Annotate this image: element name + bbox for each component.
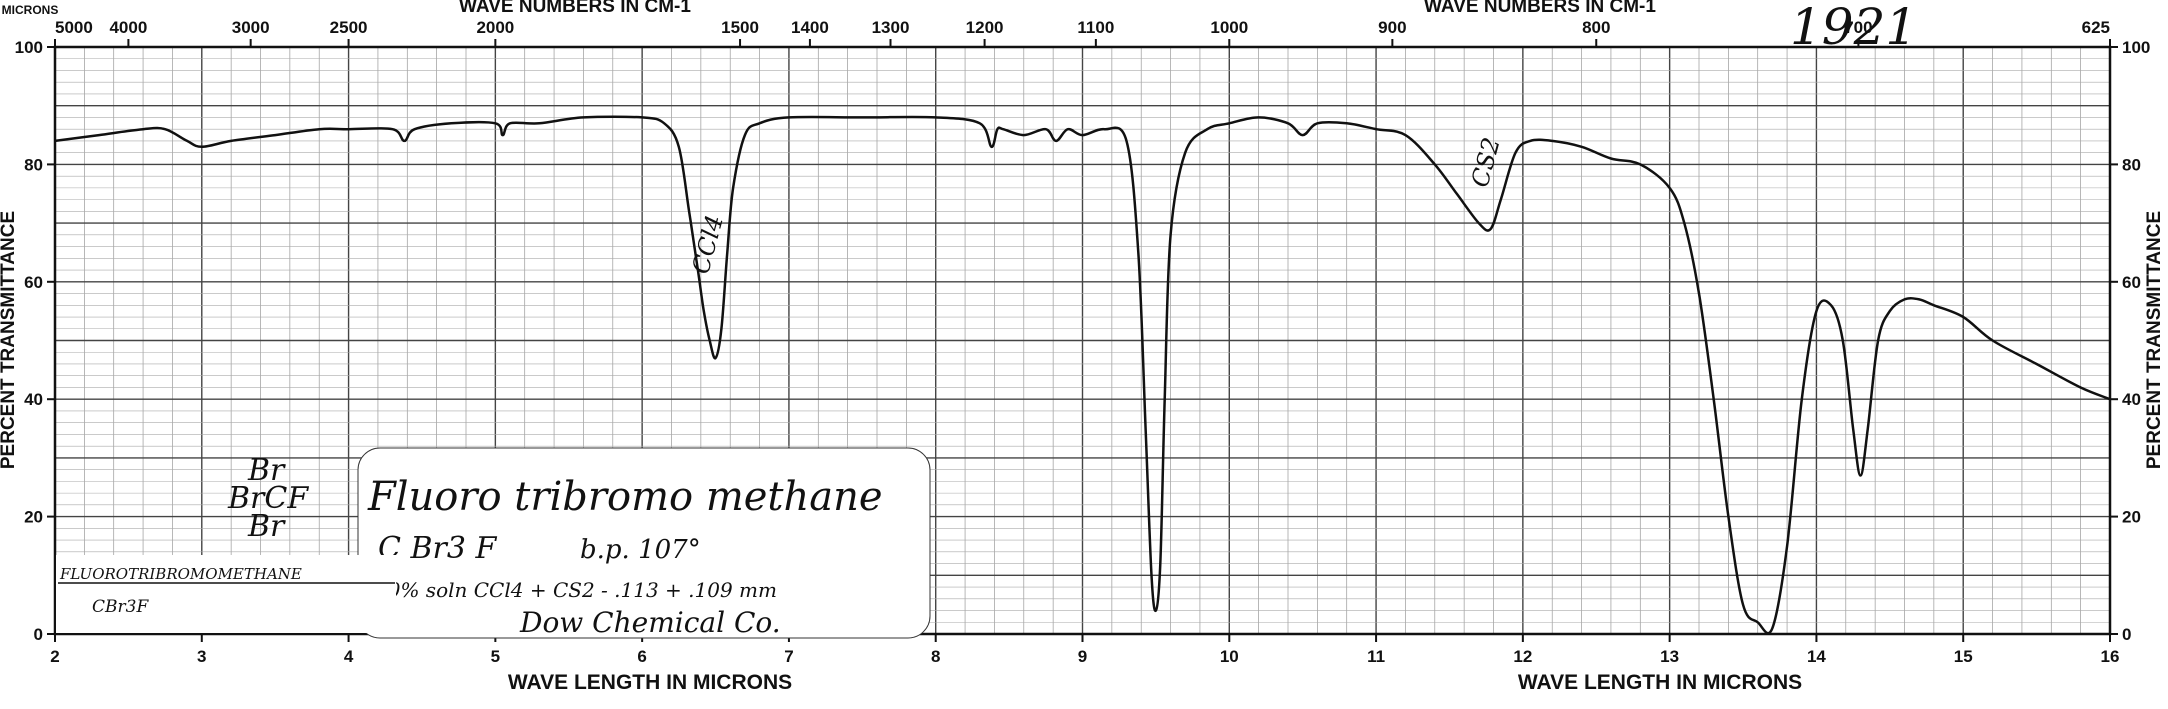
y-tick-label-left: 0 — [34, 625, 43, 644]
top-corner-label: MICRONS — [2, 3, 59, 17]
top-tick-label: 1200 — [966, 18, 1004, 37]
x-tick-label: 7 — [784, 647, 793, 666]
y-axis-title-left: PERCENT TRANSMITTANCE — [0, 211, 19, 469]
note-line-2a: C Br3 F — [378, 531, 498, 566]
x-axis-title-left: WAVE LENGTH IN MICRONS — [508, 671, 792, 694]
x-axis-title-right: WAVE LENGTH IN MICRONS — [1518, 671, 1802, 694]
y-tick-label-right: 60 — [2122, 273, 2141, 292]
top-axis-title-right: WAVE NUMBERS IN CM-1 — [1424, 0, 1656, 17]
structure-top: Br — [247, 453, 286, 488]
y-tick-label-right: 100 — [2122, 38, 2150, 57]
structure-bottom: Br — [247, 509, 286, 544]
note-line-1: Fluoro tribromo methane — [367, 474, 883, 520]
top-tick-label: 625 — [2082, 18, 2110, 37]
top-tick-label: 1300 — [872, 18, 910, 37]
note-card — [357, 447, 931, 639]
top-tick-label: 1100 — [1077, 18, 1114, 37]
x-tick-label: 11 — [1367, 647, 1385, 666]
top-tick-label: 5000 — [55, 18, 93, 37]
y-tick-label-left: 40 — [24, 390, 43, 409]
x-tick-label: 8 — [931, 647, 940, 666]
y-tick-label-right: 40 — [2122, 390, 2141, 409]
x-tick-label: 16 — [2101, 647, 2120, 666]
x-tick-label: 2 — [50, 647, 59, 666]
corner-label-line-2: CBr3F — [92, 597, 149, 617]
y-tick-label-left: 80 — [24, 155, 43, 174]
corner-label-line-1: FLUOROTRIBROMOMETHANE — [59, 565, 302, 583]
top-tick-label: 700 — [1844, 18, 1872, 37]
x-tick-label: 15 — [1954, 647, 1973, 666]
top-tick-label: 1500 — [721, 18, 759, 37]
catalog-number: 1921 — [1790, 0, 1917, 56]
top-tick-label: 800 — [1582, 18, 1610, 37]
note-line-2b: b.p. 107° — [580, 535, 701, 565]
top-tick-label: 900 — [1378, 18, 1406, 37]
top-tick-label: 4000 — [109, 18, 147, 37]
top-tick-label: 1000 — [1210, 18, 1248, 37]
corner-label-box — [56, 555, 396, 633]
y-tick-label-left: 60 — [24, 273, 43, 292]
y-tick-label-right: 80 — [2122, 155, 2141, 174]
top-tick-label: 3000 — [232, 18, 270, 37]
y-tick-label-right: 0 — [2122, 625, 2131, 644]
x-tick-label: 13 — [1660, 647, 1679, 666]
x-tick-label: 5 — [491, 647, 500, 666]
top-tick-label: 1400 — [791, 18, 829, 37]
y-tick-label-left: 20 — [24, 508, 43, 527]
top-tick-label: 2500 — [330, 18, 368, 37]
x-tick-label: 14 — [1807, 647, 1826, 666]
y-tick-label-right: 20 — [2122, 508, 2141, 527]
x-tick-label: 4 — [344, 647, 354, 666]
spectrum-series-line — [54, 115, 2111, 635]
x-tick-label: 10 — [1220, 647, 1239, 666]
y-tick-label-left: 100 — [15, 38, 43, 57]
note-line-4: Dow Chemical Co. — [519, 606, 781, 639]
x-tick-label: 6 — [637, 647, 646, 666]
x-tick-label: 3 — [197, 647, 206, 666]
y-axis-title-right: PERCENT TRANSMITTANCE — [2144, 211, 2165, 469]
structure-middle: BrCF — [227, 481, 309, 516]
axis-ticks — [47, 39, 2118, 642]
note-line-3: 10% soln CCl4 + CS2 - .113 + .109 mm — [375, 578, 777, 602]
top-tick-label: 2000 — [476, 18, 514, 37]
x-tick-label: 12 — [1513, 647, 1532, 666]
x-tick-label: 9 — [1078, 647, 1087, 666]
top-axis-title-left: WAVE NUMBERS IN CM-1 — [459, 0, 691, 17]
